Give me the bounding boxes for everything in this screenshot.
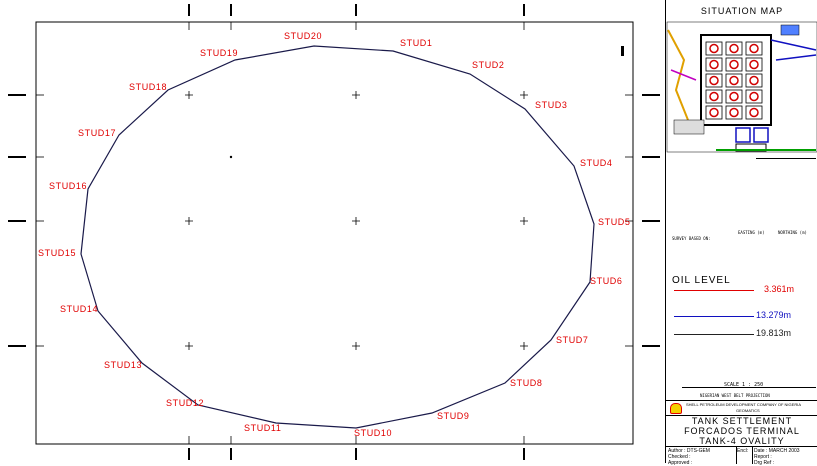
shell-logo-icon [670, 403, 682, 414]
stud-label: STUD9 [437, 411, 470, 421]
title-line-1: TANK SETTLEMENT [666, 416, 817, 426]
stud-label: STUD14 [60, 304, 98, 314]
stud-label: STUD19 [200, 48, 238, 58]
grid-cross [352, 91, 360, 99]
oil-level-value: 3.361m [764, 284, 794, 294]
stud-label: STUD15 [38, 248, 76, 258]
grid-cross [185, 91, 193, 99]
stud-label: STUD12 [166, 398, 204, 408]
grid-cross [185, 342, 193, 350]
stud-label: STUD7 [556, 335, 589, 345]
grid-cross [520, 91, 528, 99]
stud-label: STUD5 [598, 217, 631, 227]
grid-crosses [185, 91, 528, 350]
easting-header: EASTING (m) [738, 230, 765, 235]
stud-labels: STUD1 STUD2 STUD3 STUD4 STUD5 STUD6 STUD7 STUD8… [38, 31, 631, 438]
map-scale-bar [756, 158, 816, 159]
stud-label: STUD11 [244, 423, 281, 433]
title-block-grid: Author : DTS-GEM Checked : Approved : En… [666, 446, 817, 464]
drg-ref-field: Drg Ref : [754, 460, 774, 466]
oil-level-line [674, 290, 754, 291]
grid-cross [185, 217, 193, 225]
survey-based: SURVEY BASED ON: [672, 236, 711, 241]
stud-label: STUD13 [104, 360, 142, 370]
stud-label: STUD6 [590, 276, 623, 286]
oil-level-value: 19.813m [756, 328, 791, 338]
tank-ovality-drawing: STUD1 STUD2 STUD3 STUD4 STUD5 STUD6 STUD7 STUD8… [0, 0, 665, 463]
stud-label: STUD17 [78, 128, 116, 138]
stud-label: STUD10 [354, 428, 392, 438]
oil-level-line [674, 316, 754, 317]
info-panel: SITUATION MAP SURVEY BASED ON: EASTING (… [665, 0, 817, 463]
situation-map [666, 20, 817, 155]
oil-level-title: OIL LEVEL [672, 275, 731, 286]
approved-field: Approved : [668, 460, 692, 466]
stud-label: STUD16 [49, 181, 87, 191]
north-arrow [621, 46, 624, 56]
projection-label: NIGERIAN WEST BELT PROJECTION [700, 393, 770, 398]
oil-level-line [674, 334, 754, 335]
department: GEOMATICS [736, 408, 760, 413]
stud-label: STUD4 [580, 158, 613, 168]
oil-level-value: 13.279m [756, 310, 791, 320]
grid-cross [352, 217, 360, 225]
title-line-2: FORCADOS TERMINAL [666, 426, 817, 436]
stud-label: STUD3 [535, 100, 568, 110]
northing-header: NORTHING (m) [778, 230, 807, 235]
stud-label: STUD8 [510, 378, 543, 388]
grid-ticks [8, 4, 660, 460]
company-name: SHELL PETROLEUM DEVELOPMENT COMPANY OF N… [686, 402, 801, 407]
grid-cross [520, 342, 528, 350]
grid-cross [352, 342, 360, 350]
company-strip: SHELL PETROLEUM DEVELOPMENT COMPANY OF N… [666, 400, 817, 416]
encl-field: Encl: [737, 448, 748, 454]
stud-label: STUD2 [472, 60, 505, 70]
situation-map-title: SITUATION MAP [666, 6, 817, 16]
scale-label: SCALE 1 : 250 [724, 382, 763, 388]
drawing-frame [36, 22, 633, 444]
stud-label: STUD18 [129, 82, 167, 92]
tank-outline [81, 46, 594, 428]
stud-label: STUD20 [284, 31, 322, 41]
title-line-3: TANK-4 OVALITY [666, 436, 817, 446]
grid-cross [520, 217, 528, 225]
stud-label: STUD1 [400, 38, 433, 48]
